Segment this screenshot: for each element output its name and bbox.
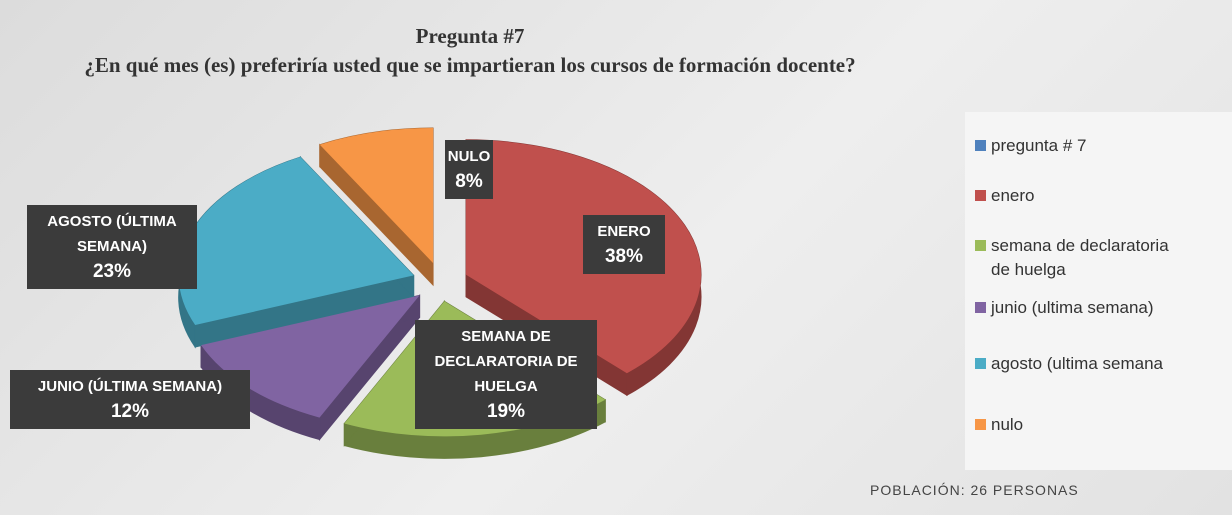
data-label: NULO 8% xyxy=(445,140,493,199)
legend-item: nulo xyxy=(975,413,1190,437)
legend-item: pregunta # 7 xyxy=(975,134,1190,158)
legend-swatch xyxy=(975,240,986,251)
legend-label: nulo xyxy=(991,415,1024,434)
legend-swatch xyxy=(975,302,986,313)
legend-item: agosto (ultima semana xyxy=(975,352,1190,376)
legend-swatch xyxy=(975,140,986,151)
data-label-value: 23% xyxy=(92,261,132,282)
data-label-text: AGOSTO (ÚLTIMA SEMANA) xyxy=(47,213,177,255)
chart-title: Pregunta #7 xyxy=(415,24,525,48)
chart-subtitle: ¿En qué mes (es) preferiría usted que se… xyxy=(84,53,856,77)
slice xyxy=(201,295,420,418)
legend-label: agosto (ultima semana xyxy=(991,354,1163,373)
data-label-value: 12% xyxy=(110,401,150,422)
data-label-value: 38% xyxy=(604,246,644,267)
slice xyxy=(178,157,414,326)
legend-item: junio (ultima semana) xyxy=(975,296,1190,320)
data-label-text: ENERO xyxy=(597,223,651,240)
data-label: AGOSTO (ÚLTIMA SEMANA) 23% xyxy=(27,205,197,289)
data-label-text: SEMANA DE DECLARATORIA DE HUELGA xyxy=(434,328,578,395)
data-label-value: 8% xyxy=(455,171,483,192)
legend-item: semana de declaratoria de huelga xyxy=(975,234,1190,282)
data-label: ENERO 38% xyxy=(583,215,665,274)
data-label: JUNIO (ÚLTIMA SEMANA) 12% xyxy=(10,370,250,429)
slice xyxy=(319,128,434,264)
legend-swatch xyxy=(975,419,986,430)
legend-label: junio (ultima semana) xyxy=(991,298,1154,317)
data-label: SEMANA DE DECLARATORIA DE HUELGA 19% xyxy=(415,320,597,429)
legend-swatch xyxy=(975,190,986,201)
data-label-text: JUNIO (ÚLTIMA SEMANA) xyxy=(37,378,223,395)
legend-label: enero xyxy=(991,186,1035,205)
data-label-text: NULO xyxy=(447,148,491,165)
legend-label: pregunta # 7 xyxy=(991,136,1087,155)
legend-item: enero xyxy=(975,184,1190,208)
legend-panel xyxy=(965,112,1232,470)
data-label-value: 19% xyxy=(486,401,526,422)
footer: POBLACIÓN: 26 PERSONAS xyxy=(870,482,1079,498)
legend-swatch xyxy=(975,358,986,369)
legend-label: semana de declaratoria de huelga xyxy=(991,236,1169,279)
